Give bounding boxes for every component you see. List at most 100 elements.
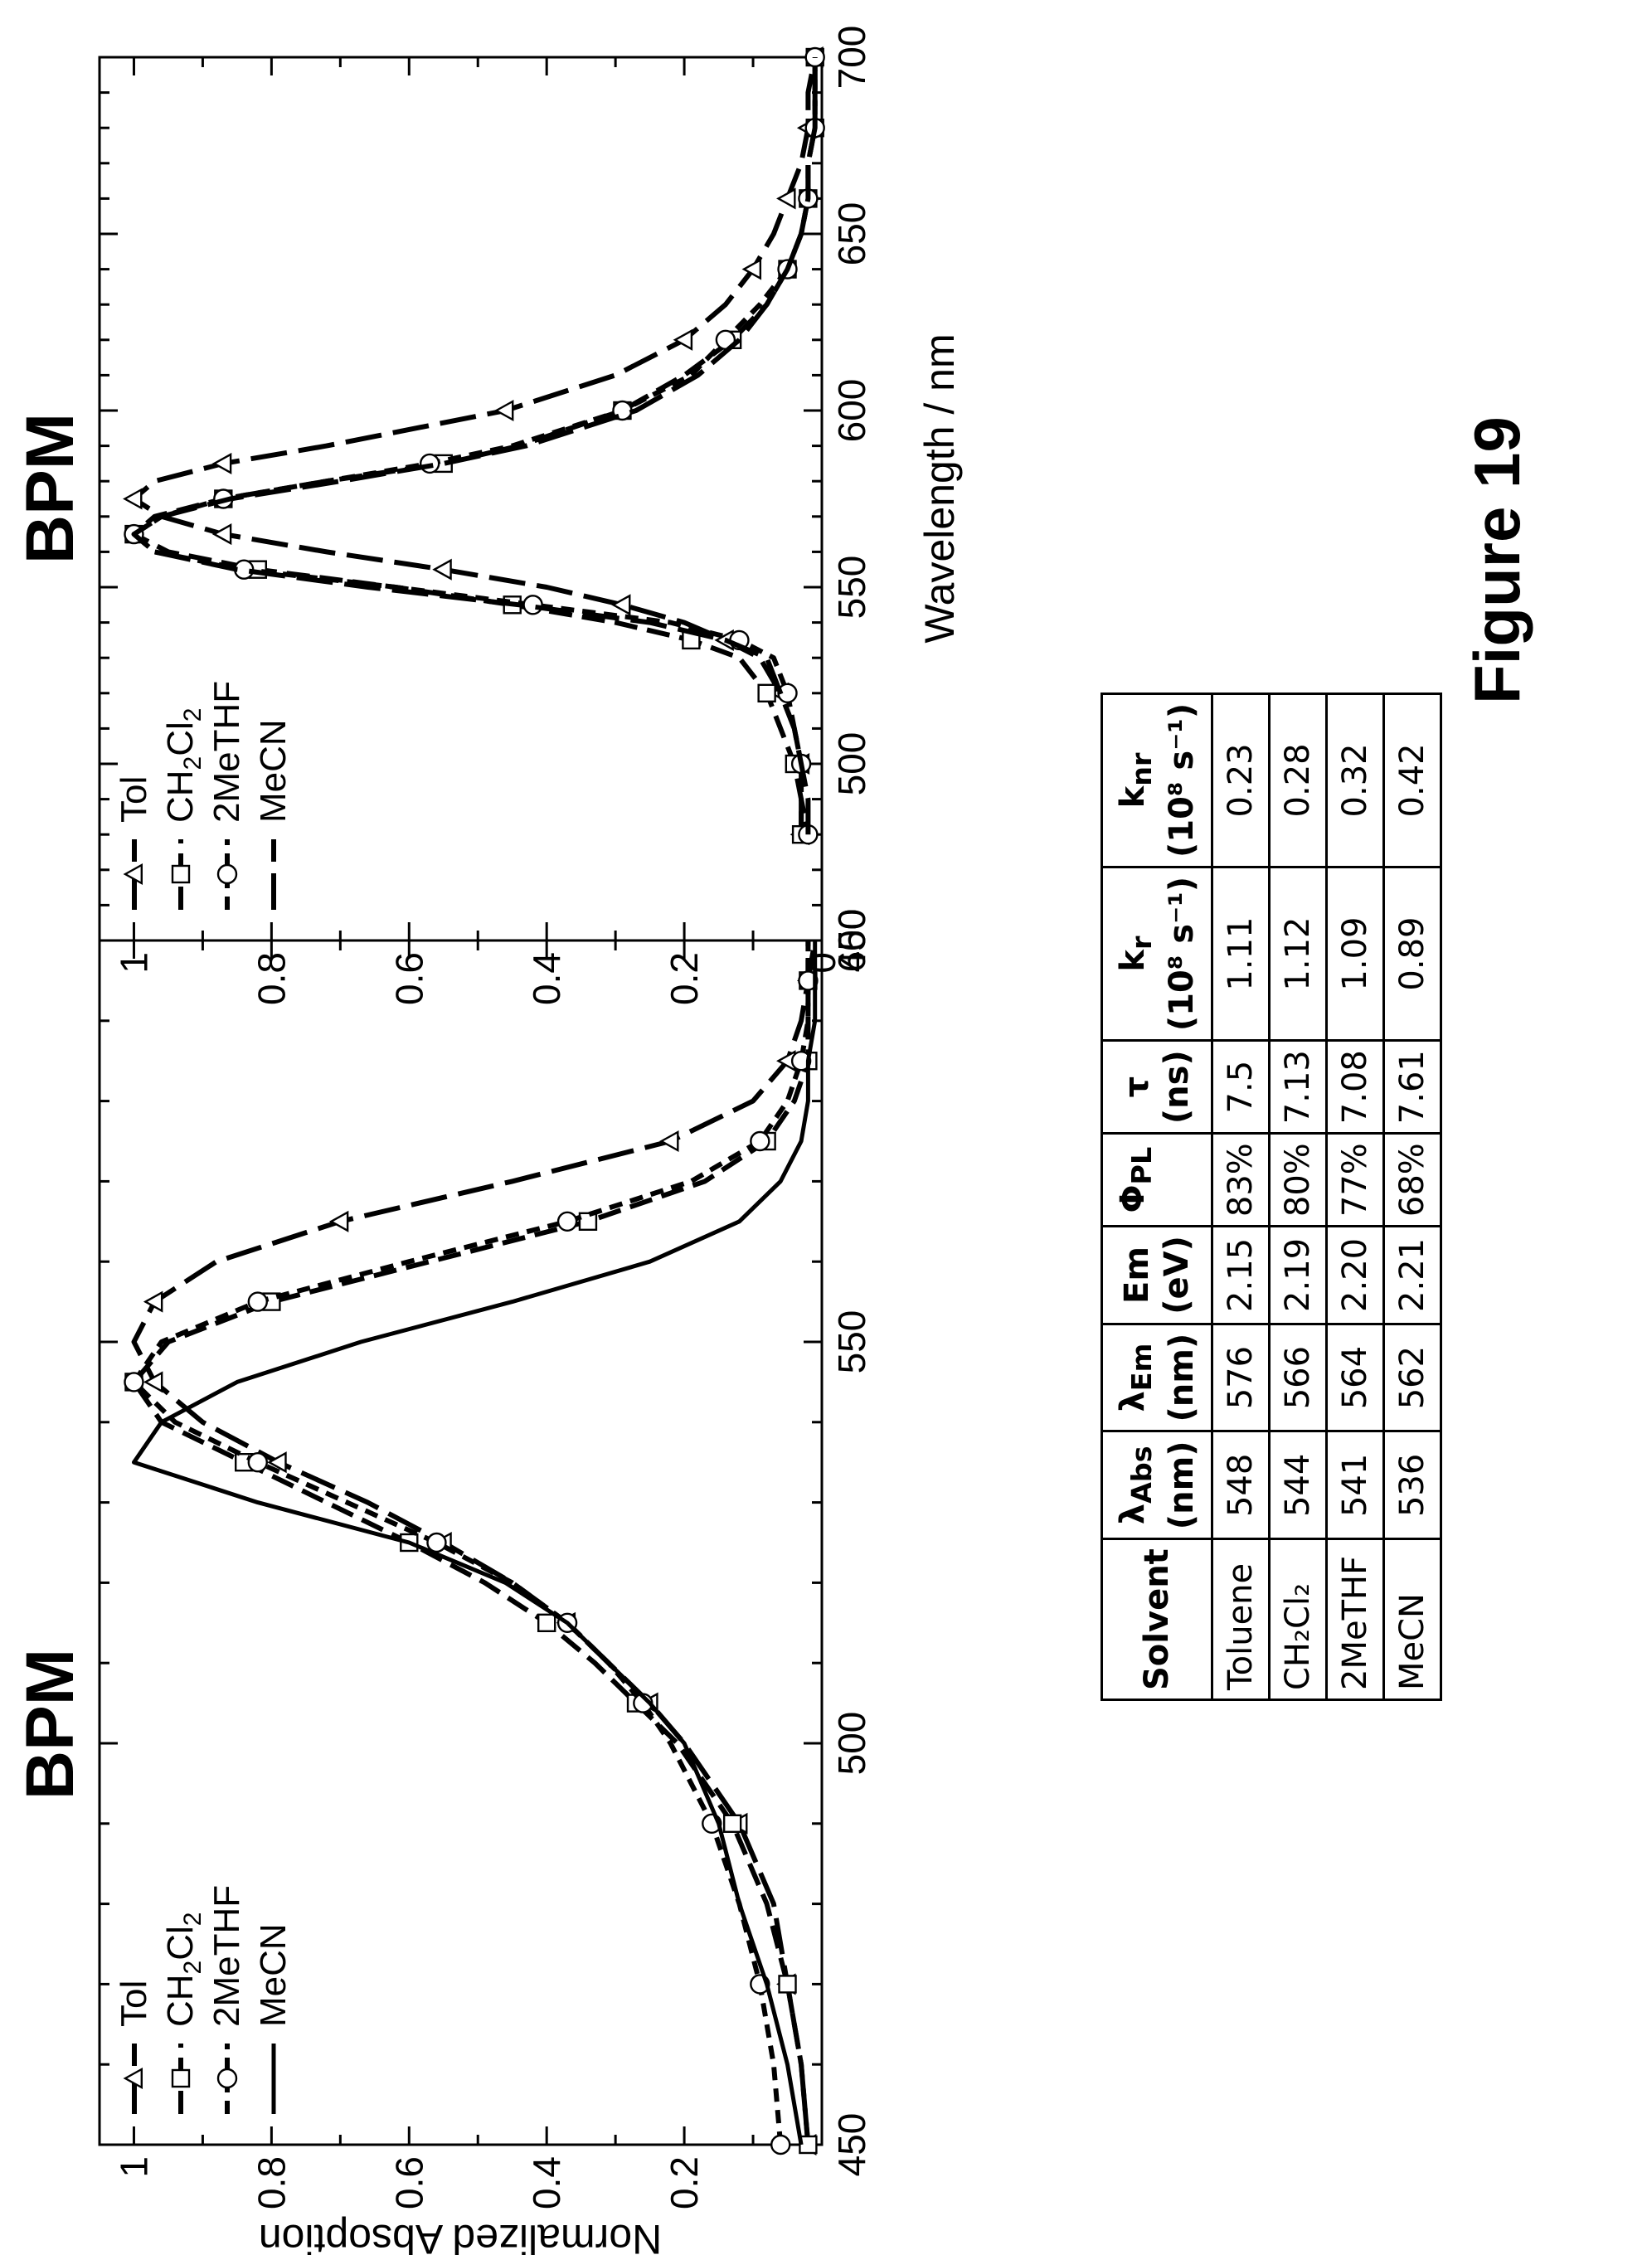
header-text: k bbox=[1113, 785, 1152, 809]
y-tick-label: 1 bbox=[112, 952, 155, 974]
table-header-phi-pl: ΦPL bbox=[1101, 1133, 1212, 1227]
legend-label-2methf: 2MeTHF bbox=[206, 681, 247, 823]
table-cell: 548 bbox=[1212, 1431, 1270, 1539]
legend-label-ch2cl2: CH2Cl2 bbox=[160, 1912, 206, 2028]
series-line-2 bbox=[131, 940, 811, 2146]
table-cell: 7.5 bbox=[1212, 1040, 1270, 1134]
table-header-solvent: Solvent bbox=[1101, 1538, 1212, 1700]
y-tick-label: 0.4 bbox=[525, 2156, 568, 2209]
y-tick-label: 0 bbox=[800, 952, 843, 974]
legend-text-part: Cl bbox=[160, 722, 201, 756]
photophysics-table: Solvent λAbs (nm) λEm (nm) Em (eV) ΦPL τ (ns… bbox=[1101, 693, 1442, 1701]
table-header-row: Solvent λAbs (nm) λEm (nm) Em (eV) ΦPL τ (ns… bbox=[1101, 693, 1212, 1700]
header-text: τ bbox=[1118, 1076, 1156, 1098]
table-cell: 0.89 bbox=[1383, 867, 1441, 1041]
table-cell: 2.21 bbox=[1383, 1226, 1441, 1324]
table-cell: 80% bbox=[1269, 1133, 1327, 1227]
emission-x-tick-labels: 450 500 550 600 650 700 bbox=[830, 26, 873, 973]
table-cell: 541 bbox=[1326, 1431, 1384, 1539]
table-cell: 564 bbox=[1326, 1324, 1384, 1431]
legend-marker bbox=[171, 2068, 191, 2088]
table-cell: 83% bbox=[1212, 1133, 1270, 1227]
table-header-em: Em (eV) bbox=[1101, 1226, 1212, 1324]
legend-text-part: CH bbox=[160, 770, 201, 823]
data-point bbox=[757, 683, 776, 703]
header-text: λ bbox=[1113, 1391, 1152, 1412]
table-cell: 7.61 bbox=[1383, 1040, 1441, 1134]
legend-label-ch2cl2: CH2Cl2 bbox=[160, 708, 206, 824]
legend-text-sub: 2 bbox=[179, 1912, 206, 1927]
table-cell: 68% bbox=[1383, 1133, 1441, 1227]
data-point bbox=[741, 258, 762, 280]
legend-label-tol: Tol bbox=[114, 776, 154, 823]
legend-marker bbox=[171, 864, 191, 884]
legend-marker bbox=[216, 863, 238, 885]
header-unit: (10⁸ s⁻¹) bbox=[1162, 877, 1201, 1032]
absorption-series bbox=[124, 940, 819, 2156]
header-sub: r bbox=[1125, 936, 1158, 950]
figure-caption: Figure 19 bbox=[1460, 416, 1533, 704]
data-point bbox=[790, 1050, 812, 1072]
table-row: MeCN 536 562 2.21 68% 7.61 0.89 0.42 bbox=[1383, 693, 1441, 1700]
data-point bbox=[267, 1451, 287, 1474]
y-tick-label: 0.4 bbox=[525, 952, 568, 1005]
data-point bbox=[673, 328, 693, 351]
data-point bbox=[537, 1613, 556, 1632]
y-tick-label: 0.6 bbox=[387, 2156, 430, 2209]
table-cell: 7.13 bbox=[1269, 1040, 1327, 1134]
legend-label-mecn: MeCN bbox=[253, 719, 294, 823]
y-tick-label: 0.8 bbox=[250, 952, 293, 1005]
table-row: 2MeTHF 541 564 2.20 77% 7.08 1.09 0.32 bbox=[1326, 693, 1384, 1700]
y-tick-label: 0.8 bbox=[250, 2156, 293, 2209]
header-unit: (nm) bbox=[1162, 1441, 1201, 1530]
emission-legend: Tol CH2Cl2 2MeTHF MeCN bbox=[114, 681, 294, 910]
data-point bbox=[750, 1130, 770, 1152]
series-line-0 bbox=[131, 940, 811, 2146]
y-tick-label: 0.6 bbox=[387, 952, 430, 1005]
absorption-y-ticks bbox=[132, 940, 824, 2145]
header-text: k bbox=[1113, 949, 1152, 972]
data-point bbox=[143, 1290, 163, 1313]
emission-y-ticks bbox=[132, 57, 824, 940]
table-header-kr: kr (10⁸ s⁻¹) bbox=[1101, 867, 1212, 1041]
x-tick-label: 650 bbox=[830, 202, 873, 266]
table-cell: 0.42 bbox=[1383, 693, 1441, 867]
legend-text-sub: 2 bbox=[179, 1961, 206, 1975]
legend-text-part: CH bbox=[160, 1974, 201, 2027]
data-point bbox=[426, 1532, 447, 1553]
header-sub: nr bbox=[1125, 752, 1158, 786]
emission-chart: BPM 450 500 550 600 650 700 0 0.2 0.4 0.… bbox=[12, 26, 963, 1005]
table-cell: 77% bbox=[1326, 1133, 1384, 1227]
emission-series bbox=[123, 46, 825, 846]
data-point bbox=[211, 523, 232, 546]
table-cell: 2MeTHF bbox=[1326, 1538, 1384, 1700]
data-point bbox=[124, 1372, 144, 1392]
x-tick-label: 500 bbox=[830, 1712, 873, 1776]
y-tick-label: 0.2 bbox=[663, 2156, 706, 2209]
table-cell: 0.32 bbox=[1326, 693, 1384, 867]
data-point bbox=[770, 2134, 791, 2155]
absorption-y-axis-title: Normalized Absoption bbox=[259, 2216, 662, 2255]
series-line-3 bbox=[132, 940, 818, 2146]
x-tick-label: 600 bbox=[830, 909, 873, 973]
data-point bbox=[247, 1291, 268, 1312]
legend-label-mecn: MeCN bbox=[253, 1923, 294, 2027]
data-point bbox=[778, 1975, 797, 1994]
table-cell: 0.28 bbox=[1269, 693, 1327, 867]
data-point bbox=[798, 970, 819, 991]
x-tick-label: 550 bbox=[830, 556, 873, 620]
header-unit: (nm) bbox=[1162, 1333, 1201, 1422]
table-cell: CH₂Cl₂ bbox=[1269, 1538, 1327, 1700]
data-point bbox=[247, 1452, 268, 1473]
table-cell: 1.11 bbox=[1212, 867, 1270, 1041]
header-sub: PL bbox=[1125, 1146, 1158, 1185]
data-point bbox=[211, 452, 232, 474]
series-line-3 bbox=[131, 57, 818, 835]
header-text: Φ bbox=[1113, 1184, 1152, 1213]
table-cell: 562 bbox=[1383, 1324, 1441, 1431]
data-point bbox=[522, 595, 543, 615]
table-cell: 544 bbox=[1269, 1431, 1327, 1539]
table-cell: 2.20 bbox=[1326, 1226, 1384, 1324]
data-point bbox=[659, 1130, 679, 1153]
